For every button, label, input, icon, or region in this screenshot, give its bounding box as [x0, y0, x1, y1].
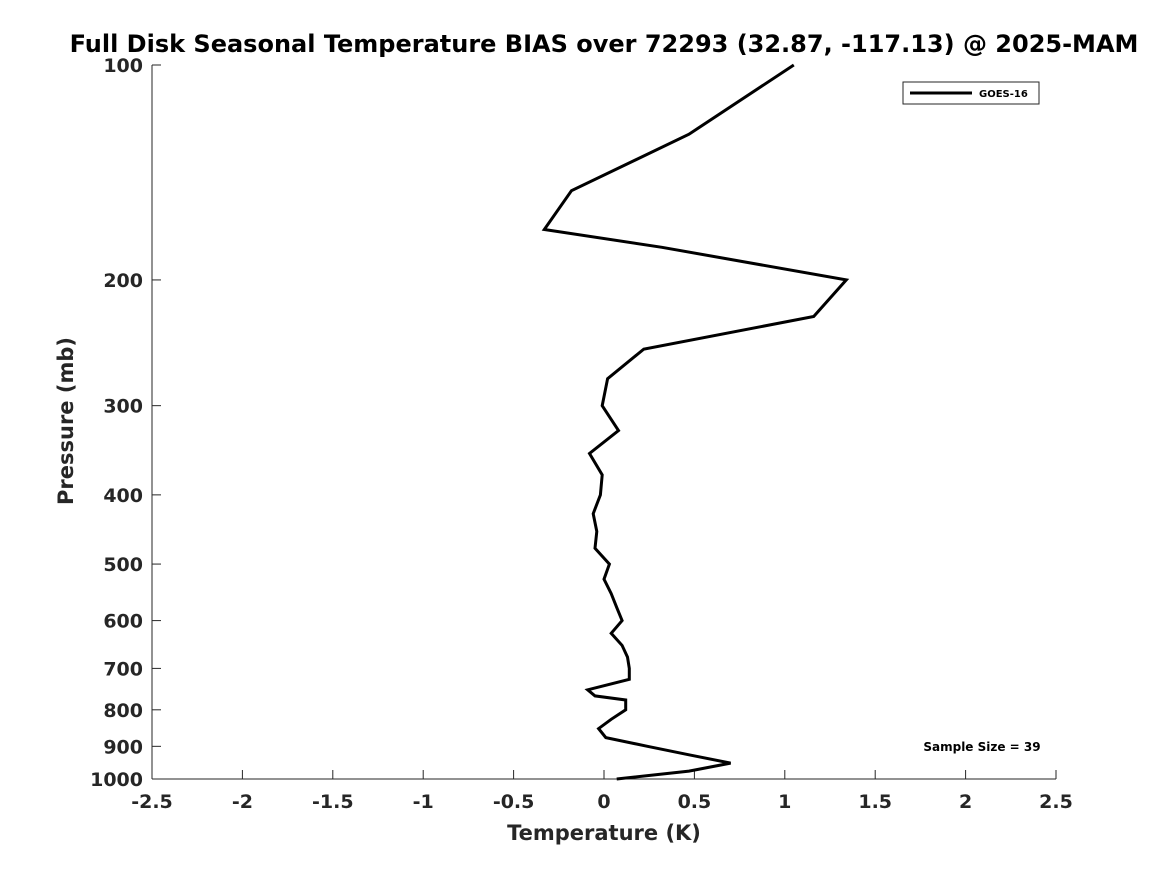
y-axis-label: Pressure (mb) — [54, 337, 78, 505]
y-tick-label: 1000 — [90, 769, 143, 791]
y-tick-label: 800 — [103, 700, 143, 722]
x-tick-label: 1 — [778, 791, 791, 813]
x-tick-label: 0.5 — [678, 791, 712, 813]
chart-title: Full Disk Seasonal Temperature BIAS over… — [70, 30, 1139, 58]
x-tick-label: 2 — [959, 791, 972, 813]
x-tick-label: -2.5 — [131, 791, 173, 813]
y-axis-ticks: 100 200 300 400 500 600 700 800 900 1000 — [90, 55, 161, 791]
x-tick-label: 2.5 — [1039, 791, 1073, 813]
y-tick-label: 700 — [103, 658, 143, 680]
legend: GOES-16 — [902, 81, 1040, 105]
x-tick-label: -0.5 — [493, 791, 535, 813]
legend-label-goes-16: GOES-16 — [979, 89, 1028, 100]
x-tick-label: -1.5 — [312, 791, 354, 813]
y-tick-label: 500 — [103, 554, 143, 576]
x-tick-label: 1.5 — [858, 791, 892, 813]
y-tick-label: 100 — [103, 55, 143, 77]
x-axis-label: Temperature (K) — [507, 821, 701, 845]
y-tick-label: 400 — [103, 485, 143, 507]
y-tick-label: 300 — [103, 396, 143, 418]
x-axis-ticks: -2.5 -2 -1.5 -1 -0.5 0 0.5 1 1.5 2 2.5 — [131, 770, 1073, 813]
y-tick-label: 900 — [103, 736, 143, 758]
series-line-goes-16 — [541, 63, 850, 781]
y-tick-label: 600 — [103, 611, 143, 633]
x-tick-label: -1 — [413, 791, 434, 813]
series-layer — [541, 63, 850, 781]
x-tick-label: 0 — [597, 791, 610, 813]
sample-size-annotation: Sample Size = 39 — [923, 740, 1040, 754]
y-tick-label: 200 — [103, 270, 143, 292]
x-tick-label: -2 — [232, 791, 253, 813]
